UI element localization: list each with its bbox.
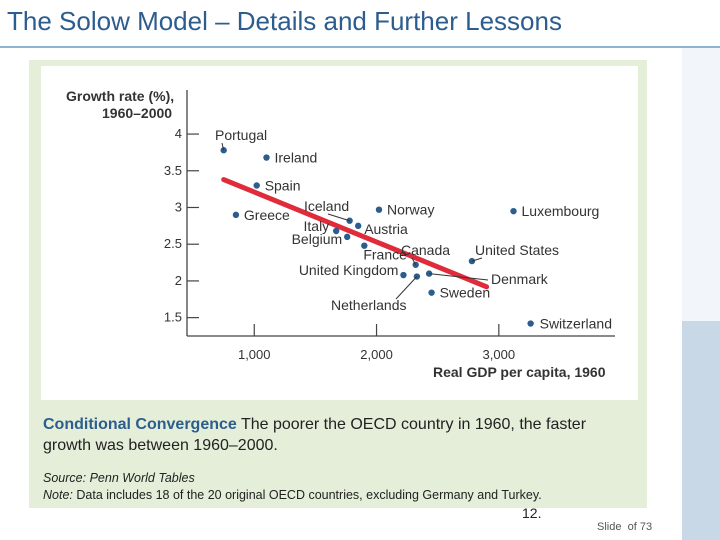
- slide-title: The Solow Model – Details and Further Le…: [7, 6, 562, 36]
- note-text: Data includes 18 of the 20 original OECD…: [76, 488, 542, 502]
- note-label: Note:: [43, 488, 73, 502]
- note-line: Note: Data includes 18 of the 20 origina…: [43, 487, 542, 504]
- y-tick-label: 4: [175, 126, 182, 141]
- slide-side-band-lower: [682, 321, 720, 540]
- label-switzerland: Switzerland: [540, 316, 612, 332]
- label-italy: Italy: [304, 218, 330, 234]
- y-tick-label: 3: [175, 199, 182, 214]
- y-axis-label-line-1: Growth rate (%),: [66, 88, 174, 104]
- label-iceland: Iceland: [304, 198, 349, 214]
- point-greece: [232, 211, 240, 219]
- y-axis-label-line-2: 1960–2000: [102, 105, 172, 121]
- leader-denmark: [429, 273, 489, 281]
- point-austria: [355, 222, 362, 230]
- x-tick-label: 1,000: [238, 347, 271, 362]
- label-netherlands: Netherlands: [331, 297, 407, 313]
- label-denmark: Denmark: [491, 271, 549, 287]
- label-ireland: Ireland: [274, 150, 317, 166]
- point-france: [361, 242, 368, 249]
- source-text: Penn World Tables: [89, 471, 195, 485]
- label-spain: Spain: [265, 177, 301, 193]
- y-tick-label: 2.5: [164, 236, 182, 251]
- figure-caption: Conditional Convergence The poorer the O…: [43, 414, 633, 456]
- label-greece: Greece: [244, 207, 290, 223]
- y-tick-label: 3.5: [164, 163, 182, 178]
- trend-line: [221, 177, 490, 290]
- label-belgium: Belgium: [292, 231, 343, 247]
- x-tick-label: 2,000: [360, 347, 393, 362]
- label-norway: Norway: [387, 202, 434, 218]
- point-luxembourg: [510, 207, 517, 215]
- label-sweden: Sweden: [440, 285, 491, 301]
- point-italy: [332, 227, 340, 235]
- point-denmark: [425, 270, 433, 277]
- slide-side-band: [682, 46, 720, 321]
- slide-of-label: of 73: [627, 521, 653, 533]
- label-luxembourg: Luxembourg: [522, 203, 600, 219]
- label-portugal: Portugal: [215, 127, 267, 143]
- label-france: France: [363, 247, 407, 263]
- point-ireland: [263, 154, 270, 161]
- caption-text: The poorer the OECD country in 1960, the…: [43, 416, 587, 454]
- x-axis-label: Real GDP per capita, 1960: [433, 364, 606, 380]
- point-united-kingdom: [400, 271, 407, 279]
- leader-united-states: [471, 257, 483, 262]
- plot-panel: [41, 66, 638, 400]
- label-canada: Canada: [401, 242, 450, 258]
- point-switzerland: [527, 320, 534, 327]
- source-label: Source:: [43, 471, 87, 485]
- point-norway: [375, 206, 383, 213]
- source-line: Source: Penn World Tables: [43, 470, 542, 487]
- y-tick-label: 2: [175, 273, 182, 288]
- point-spain: [253, 182, 260, 189]
- point-belgium: [343, 233, 351, 241]
- leader-portugal: [221, 142, 225, 151]
- point-sweden: [428, 289, 435, 296]
- leader-netherlands: [395, 276, 418, 300]
- caption-heading: Conditional Convergence: [43, 416, 237, 433]
- figure-source-note: Source: Penn World Tables Note: Data inc…: [43, 470, 542, 504]
- slide-counter: Slide of 73: [597, 521, 652, 533]
- y-tick-label: 1.5: [164, 310, 182, 325]
- leader-iceland: [327, 213, 350, 222]
- slide-label: Slide: [597, 521, 622, 533]
- x-tick-label: 3,000: [483, 347, 516, 362]
- label-united-states: United States: [475, 242, 559, 258]
- label-austria: Austria: [364, 221, 408, 237]
- title-bar: The Solow Model – Details and Further Le…: [0, 0, 720, 48]
- leader-canada: [411, 257, 417, 266]
- label-united-kingdom: United Kingdom: [299, 262, 399, 278]
- page-number: 12.: [522, 505, 542, 521]
